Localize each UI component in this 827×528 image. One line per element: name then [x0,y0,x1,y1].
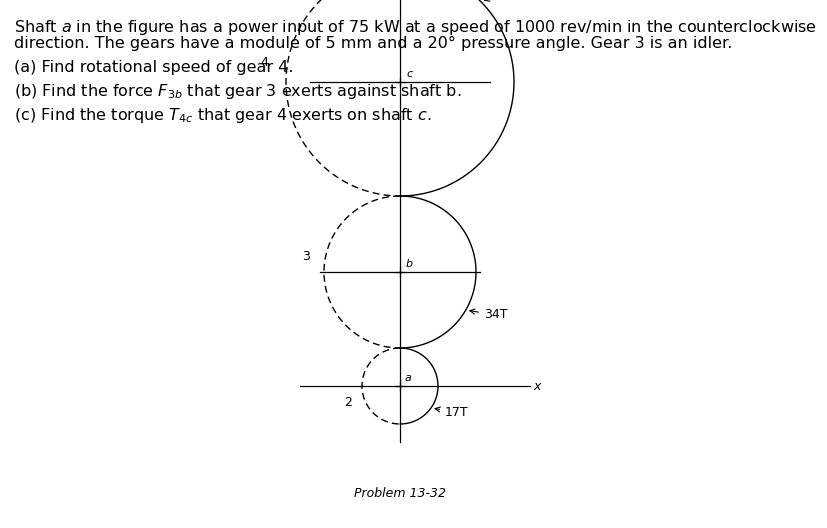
Text: 51T: 51T [485,0,526,1]
Text: Shaft $a$ in the figure has a power input of 75 kW at a speed of 1000 rev/min in: Shaft $a$ in the figure has a power inpu… [14,18,817,37]
Text: Problem 13-32: Problem 13-32 [354,487,446,500]
Text: (b) Find the force $F_{3b}$ that gear 3 exerts against shaft b.: (b) Find the force $F_{3b}$ that gear 3 … [14,82,461,101]
Text: 3: 3 [302,250,310,262]
Text: direction. The gears have a module of 5 mm and a 20° pressure angle. Gear 3 is a: direction. The gears have a module of 5 … [14,36,733,51]
Text: b: b [406,259,414,269]
Text: (c) Find the torque $T_{4c}$ that gear 4 exerts on shaft $c$.: (c) Find the torque $T_{4c}$ that gear 4… [14,106,432,125]
Text: x: x [533,380,540,392]
Text: a: a [405,373,412,383]
Text: 4: 4 [261,55,268,69]
Text: 17T: 17T [435,406,469,419]
Text: 2: 2 [344,395,352,409]
Text: 34T: 34T [470,308,507,322]
Text: (a) Find rotational speed of gear 4.: (a) Find rotational speed of gear 4. [14,60,294,75]
Text: c: c [406,69,412,79]
